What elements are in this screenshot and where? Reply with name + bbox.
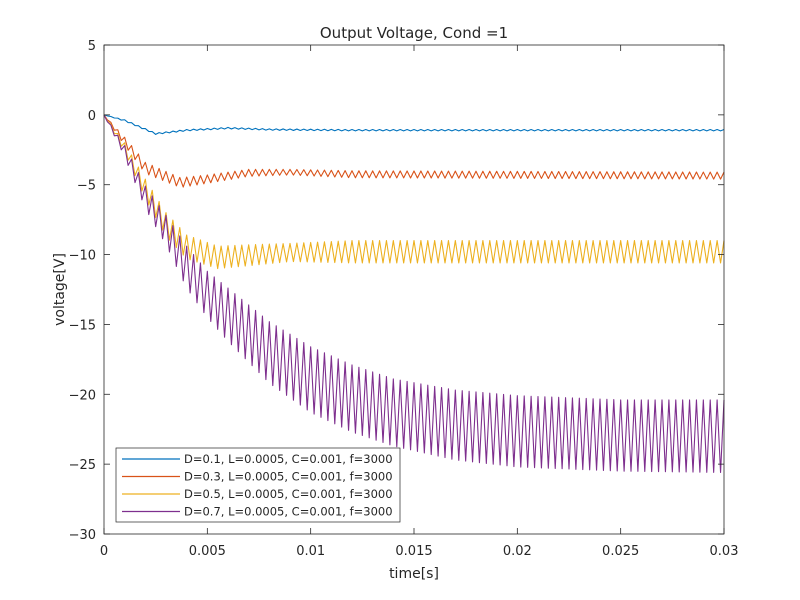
series-line-4 <box>103 114 725 474</box>
y-tick-label: −25 <box>69 458 96 473</box>
legend-label-2: D=0.3, L=0.0005, C=0.001, f=3000 <box>184 470 393 484</box>
y-tick-label: −20 <box>69 388 96 403</box>
y-tick-label: −10 <box>69 249 96 264</box>
series-line-2 <box>103 114 725 188</box>
x-tick-label: 0.02 <box>503 544 532 559</box>
legend-box <box>115 447 401 523</box>
y-tick-label: 5 <box>88 39 96 54</box>
x-tick-label: 0 <box>100 544 108 559</box>
legend-label-3: D=0.5, L=0.0005, C=0.001, f=3000 <box>184 487 393 501</box>
x-tick-label: 0.025 <box>602 544 639 559</box>
series-line-3 <box>103 114 725 270</box>
x-tick-label: 0.03 <box>710 544 739 559</box>
series-line-1 <box>103 114 725 135</box>
y-tick-label: 0 <box>88 109 96 124</box>
x-tick-label: 0.005 <box>189 544 226 559</box>
series-layer <box>103 114 725 474</box>
axes-layer: 0 0.005 0.01 0.015 0.02 0.025 0.03 5 0 −5 −10 −15 −2… <box>69 39 739 559</box>
x-tick-label: 0.01 <box>296 544 325 559</box>
legend-label-1: D=0.1, L=0.0005, C=0.001, f=3000 <box>184 452 393 466</box>
x-axis-label: time[s] <box>389 566 439 582</box>
y-tick-label: −15 <box>69 318 96 333</box>
y-tick-label: −5 <box>77 179 96 194</box>
y-axis-label: voltage[V] <box>52 253 68 326</box>
legend-label-4: D=0.7, L=0.0005, C=0.001, f=3000 <box>184 505 393 519</box>
y-tick-label: −30 <box>69 528 96 543</box>
chart-title: Output Voltage, Cond =1 <box>320 24 508 42</box>
x-tick-label: 0.015 <box>395 544 432 559</box>
legend: D=0.1, L=0.0005, C=0.001, f=3000 D=0.3, L… <box>115 447 401 523</box>
